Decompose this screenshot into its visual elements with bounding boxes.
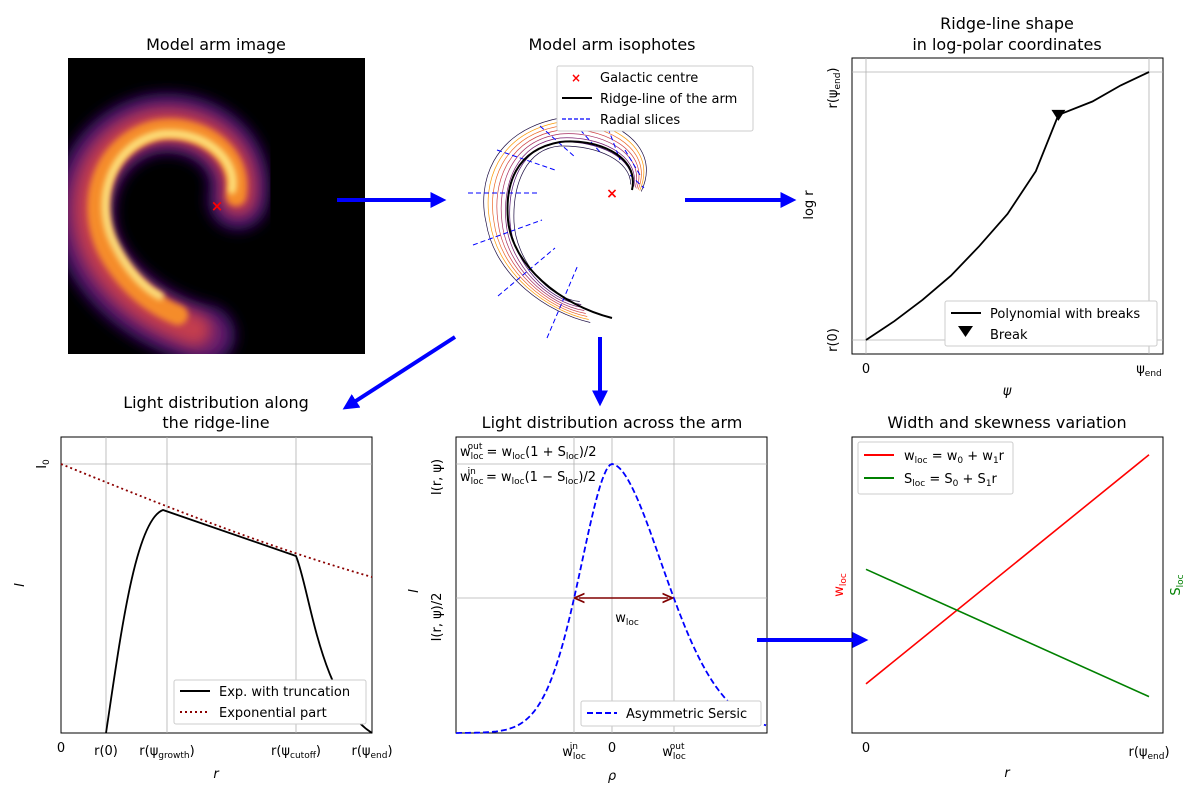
x-axis-label: ψ — [1003, 384, 1012, 399]
y-tick-r0: r(0) — [826, 328, 841, 352]
radial-slice — [574, 123, 601, 153]
isophote-contours — [483, 116, 647, 323]
radial-slice — [496, 149, 556, 171]
panel-isophotes: Model arm isophotes × × Galactic centre … — [468, 35, 754, 339]
x-tick-growth: r(ψgrowth) — [139, 744, 194, 761]
x-tick-w-in: wlocin — [562, 742, 586, 762]
x-tick-0: 0 — [57, 741, 65, 756]
y-tick-I: I(r, ψ) — [430, 459, 445, 495]
isophote-contour — [487, 120, 645, 320]
legend: × Galactic centre Ridge-line of the arm … — [556, 65, 754, 132]
formula-in: wlocin = wloc(1 − Sloc)/2 — [460, 467, 596, 487]
axes-frame — [455, 436, 768, 734]
centre-legend-marker: × — [571, 71, 581, 85]
legend: Exp. with truncation Exponential part — [173, 679, 367, 725]
x-axis-label: r — [213, 767, 220, 782]
panel-title: Light distribution along — [123, 393, 309, 412]
panel-arm-image: Model arm image × — [68, 35, 365, 354]
formula-out: wlocout = wloc(1 + Sloc)/2 — [460, 442, 597, 462]
panel-title: in log-polar coordinates — [912, 35, 1101, 54]
galactic-centre-marker: × — [211, 197, 224, 215]
y-tick-r-end: r(ψend) — [826, 67, 843, 108]
panel-title: Light distribution across the arm — [482, 413, 743, 432]
radial-slice — [472, 219, 543, 246]
isophote-contour — [496, 129, 640, 314]
isophote-contour — [500, 133, 637, 311]
legend-label: wloc = w0 + w1r — [904, 449, 1005, 466]
axes-frame — [60, 436, 373, 734]
legend-label: Asymmetric Sersic — [626, 707, 747, 722]
x-tick-0: 0 — [608, 741, 616, 756]
x-tick-r0: r(0) — [94, 744, 118, 759]
arm-image — [68, 92, 271, 354]
panel-title: Model arm isophotes — [528, 35, 695, 54]
legend-label: Exponential part — [219, 706, 327, 721]
ridge-line — [506, 140, 634, 319]
legend-label: Radial slices — [600, 113, 680, 128]
asymmetric-sersic-curve — [456, 463, 767, 734]
galactic-centre-marker: × — [606, 186, 618, 202]
axes-frame — [851, 436, 1164, 734]
legend: Polynomial with breaks Break — [944, 300, 1158, 347]
axes-frame — [851, 57, 1164, 355]
panel-title: Model arm image — [146, 35, 286, 54]
x-axis-label: ρ — [608, 769, 617, 784]
legend-label: Break — [990, 328, 1028, 343]
y-axis-label: log r — [802, 190, 817, 220]
break-marker — [1051, 109, 1066, 121]
x-tick-end: r(ψend) — [351, 744, 392, 761]
x-tick-cutoff: r(ψcutoff) — [271, 744, 321, 761]
isophote-contour — [509, 141, 633, 305]
exponential-part-curve — [60, 463, 373, 578]
x-tick-psi-end: ψend — [1136, 362, 1162, 379]
radial-slices — [468, 123, 645, 339]
y-axis-label-left: wloc — [832, 573, 849, 597]
legend-label: Sloc = S0 + S1r — [904, 472, 998, 489]
x-tick-0: 0 — [862, 741, 870, 756]
skewness-line — [865, 568, 1150, 698]
y-axis-label: I — [407, 589, 422, 593]
legend-label: Polynomial with breaks — [990, 307, 1140, 322]
panel-light-across: Light distribution across the arm wloc w… — [407, 413, 768, 784]
radial-slice — [497, 247, 556, 297]
isophote-contour — [483, 116, 647, 323]
legend: Asymmetric Sersic — [580, 700, 762, 727]
legend-label: Ridge-line of the arm — [600, 92, 737, 107]
panel-title: the ridge-line — [162, 413, 269, 432]
panel-title: Ridge-line shape — [940, 14, 1074, 33]
panel-width-skewness: Width and skewness variation 0 r(ψend) r… — [832, 413, 1186, 781]
y-axis-label: I — [13, 583, 28, 587]
legend: wloc = w0 + w1r Sloc = S0 + S1r — [857, 441, 1014, 495]
width-annotation: wloc — [615, 611, 639, 628]
legend-label: Exp. with truncation — [219, 685, 350, 700]
panel-title: Width and skewness variation — [887, 413, 1126, 432]
radial-slice — [546, 264, 579, 339]
isophote-contour — [492, 124, 642, 317]
legend-label: Galactic centre — [600, 71, 698, 86]
radial-slice — [624, 149, 641, 176]
width-line — [865, 454, 1150, 685]
flow-arrows — [337, 192, 869, 648]
panel-ridge-shape: Ridge-line shape in log-polar coordinate… — [802, 14, 1164, 399]
y-tick-I0: I0 — [35, 459, 52, 469]
x-tick-w-out: wlocout — [662, 742, 686, 762]
x-axis-label: r — [1004, 766, 1011, 781]
arrow-to-light-along — [342, 335, 457, 410]
x-tick-0: 0 — [862, 362, 870, 377]
isophote-contour — [505, 137, 635, 308]
y-tick-I-half: I(r, ψ)/2 — [430, 593, 445, 642]
polynomial-curve — [865, 71, 1150, 341]
x-tick-end: r(ψend) — [1128, 745, 1169, 762]
y-axis-label-right: Sloc — [1169, 574, 1186, 595]
panel-light-along: Light distribution along the ridge-line … — [13, 393, 393, 782]
